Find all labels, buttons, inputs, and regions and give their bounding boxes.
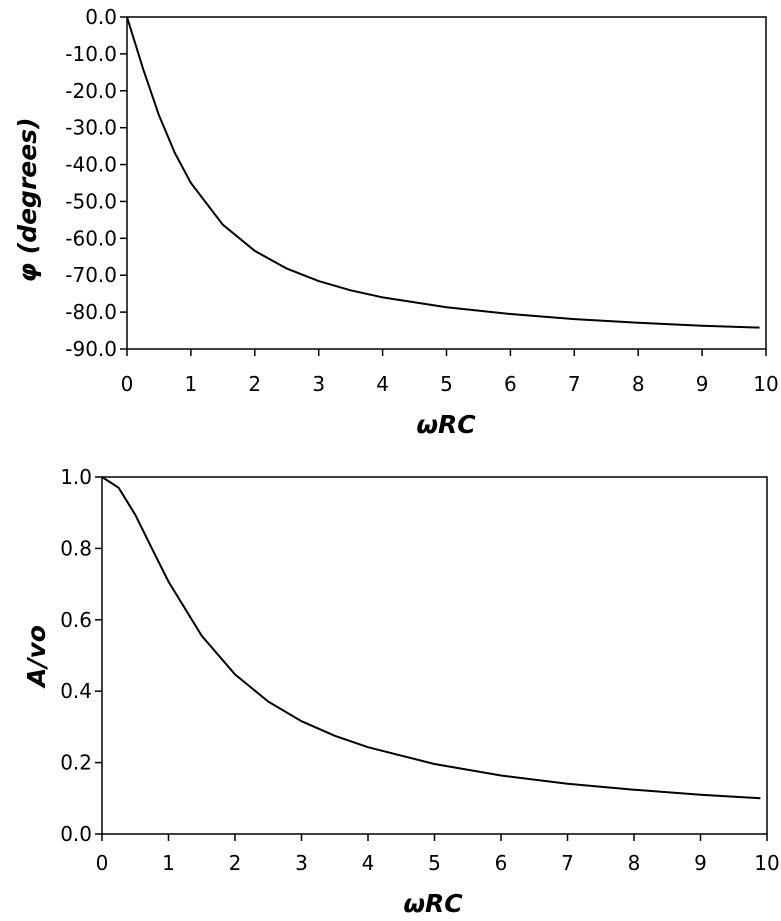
- amplitude-x-tick-label: 10: [754, 851, 779, 875]
- amplitude-x-tick-label: 1: [162, 851, 175, 875]
- phase-y-tick-label: -80.0: [65, 300, 117, 324]
- phase-y-tick-label: -50.0: [65, 189, 117, 213]
- phase-plot-frame: [126, 16, 767, 350]
- amplitude-plot-frame: [101, 476, 768, 835]
- phase-x-tick-label: 8: [632, 372, 645, 396]
- phase-y-tick-label: 0.0: [85, 5, 117, 29]
- phase-x-tick-label: 3: [312, 372, 325, 396]
- amplitude-curve: [101, 476, 761, 800]
- amplitude-y-tick-label: 0.4: [60, 679, 92, 703]
- phase-x-axis-title: ωRC: [416, 410, 476, 439]
- amplitude-y-axis-title: A/vo: [22, 625, 51, 689]
- phase-y-tick-label: -40.0: [65, 153, 117, 177]
- phase-x-tick-label: 2: [248, 372, 261, 396]
- amplitude-x-tick-label: 0: [96, 851, 109, 875]
- amplitude-x-tick-label: 3: [295, 851, 308, 875]
- amplitude-x-tick-label: 6: [495, 851, 508, 875]
- phase-y-axis-title: φ (degrees): [13, 118, 42, 283]
- amplitude-x-tick-label: 9: [694, 851, 707, 875]
- phase-x-tick-label: 9: [696, 372, 709, 396]
- amplitude-y-tick-label: 0.0: [60, 822, 92, 846]
- amplitude-x-tick-label: 4: [362, 851, 375, 875]
- phase-y-tick-label: -70.0: [65, 263, 117, 287]
- phase-y-tick-label: -20.0: [65, 79, 117, 103]
- amplitude-x-axis-title: ωRC: [403, 889, 463, 918]
- phase-y-tick-label: -30.0: [65, 116, 117, 140]
- phase-y-tick-label: -10.0: [65, 42, 117, 66]
- phase-curve: [126, 16, 760, 329]
- phase-x-tick-label: 7: [568, 372, 581, 396]
- amplitude-y-tick-label: 0.2: [60, 751, 92, 775]
- amplitude-y-tick-label: 0.8: [60, 536, 92, 560]
- amplitude-y-tick-label: 1.0: [60, 465, 92, 489]
- phase-chart: 0.0 -10.0 -20.0 -30.0 -40.0 -50.0 -60.0 -70.0 -8…: [13, 5, 779, 439]
- amplitude-x-tick-label: 8: [628, 851, 641, 875]
- amplitude-x-tick-label: 7: [561, 851, 574, 875]
- amplitude-x-tick-label: 5: [428, 851, 441, 875]
- phase-x-tick-label: 1: [185, 372, 198, 396]
- phase-x-tick-label: 6: [504, 372, 517, 396]
- phase-x-tick-label: 5: [440, 372, 453, 396]
- phase-y-tick-label: -60.0: [65, 226, 117, 250]
- phase-y-tick-label: -90.0: [65, 337, 117, 361]
- phase-x-tick-label: 0: [121, 372, 134, 396]
- amplitude-chart: 1.0 0.8 0.6 0.4 0.2 0.0 0 1 2 3 4 5 6 7 8 9 10 ωRC A/vo: [22, 465, 780, 918]
- phase-x-tick-label: 4: [376, 372, 389, 396]
- amplitude-x-tick-label: 2: [229, 851, 242, 875]
- phase-x-tick-label: 10: [753, 372, 778, 396]
- amplitude-y-tick-label: 0.6: [60, 608, 92, 632]
